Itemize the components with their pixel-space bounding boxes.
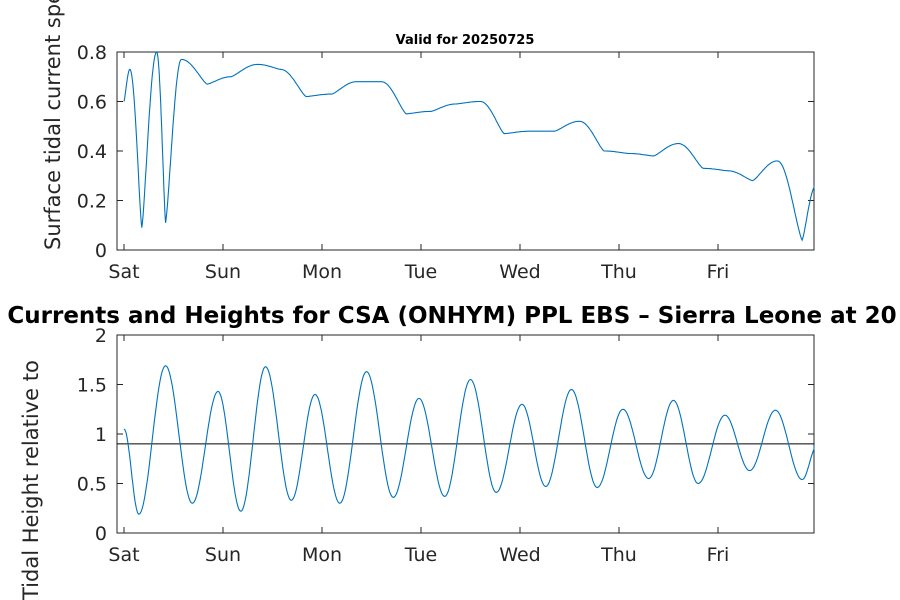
y-tick-label: 0: [95, 240, 107, 262]
y-tick-label: 0.5: [77, 474, 107, 496]
current-axes-box: [116, 51, 815, 251]
y-tick-label: 1.5: [77, 375, 107, 397]
x-tick-label: Wed: [499, 544, 540, 566]
x-tick-label: Sun: [205, 261, 241, 283]
main-chart-title: Currents and Heights for CSA (ONHYM) PPL…: [7, 303, 896, 329]
current-y-axis-label: Surface tidal current speed, knots: [41, 0, 65, 250]
current-speed-panel: Valid for 20250725 0 0.2 0.4 0.6 0.8 Sat Sun M…: [77, 33, 815, 283]
tidal-height-series-line: [123, 365, 815, 515]
x-tick-label: Mon: [302, 544, 342, 566]
y-tick-label: 0.2: [77, 191, 107, 213]
x-tick-label: Sat: [108, 544, 139, 566]
y-tick-label: 1: [95, 424, 107, 446]
y-tick-label: 2: [95, 325, 107, 347]
x-tick-label: Fri: [707, 544, 730, 566]
x-tick-label: Tue: [404, 261, 437, 283]
x-tick-label: Thu: [600, 261, 637, 283]
current-chart-title: Valid for 20250725: [396, 33, 535, 48]
current-speed-series-line: [123, 51, 815, 242]
y-tick-label: 0.6: [77, 92, 107, 114]
y-tick-label: 0.4: [77, 141, 107, 163]
x-tick-label: Sat: [108, 261, 139, 283]
height-axes-box: [116, 334, 815, 534]
x-tick-label: Wed: [499, 261, 540, 283]
x-tick-label: Mon: [302, 261, 342, 283]
x-tick-label: Thu: [600, 544, 637, 566]
height-y-axis-label: Tidal Height relative to: [19, 360, 43, 600]
x-tick-label: Sun: [205, 544, 241, 566]
x-tick-label: Fri: [707, 261, 730, 283]
x-tick-label: Tue: [404, 544, 437, 566]
y-tick-label: 0.8: [77, 42, 107, 64]
y-tick-label: 0: [95, 523, 107, 545]
tidal-height-panel: 0 0.5 1 1.5 2 Sat Sun Mon Tue Wed Thu Fri: [77, 325, 815, 566]
